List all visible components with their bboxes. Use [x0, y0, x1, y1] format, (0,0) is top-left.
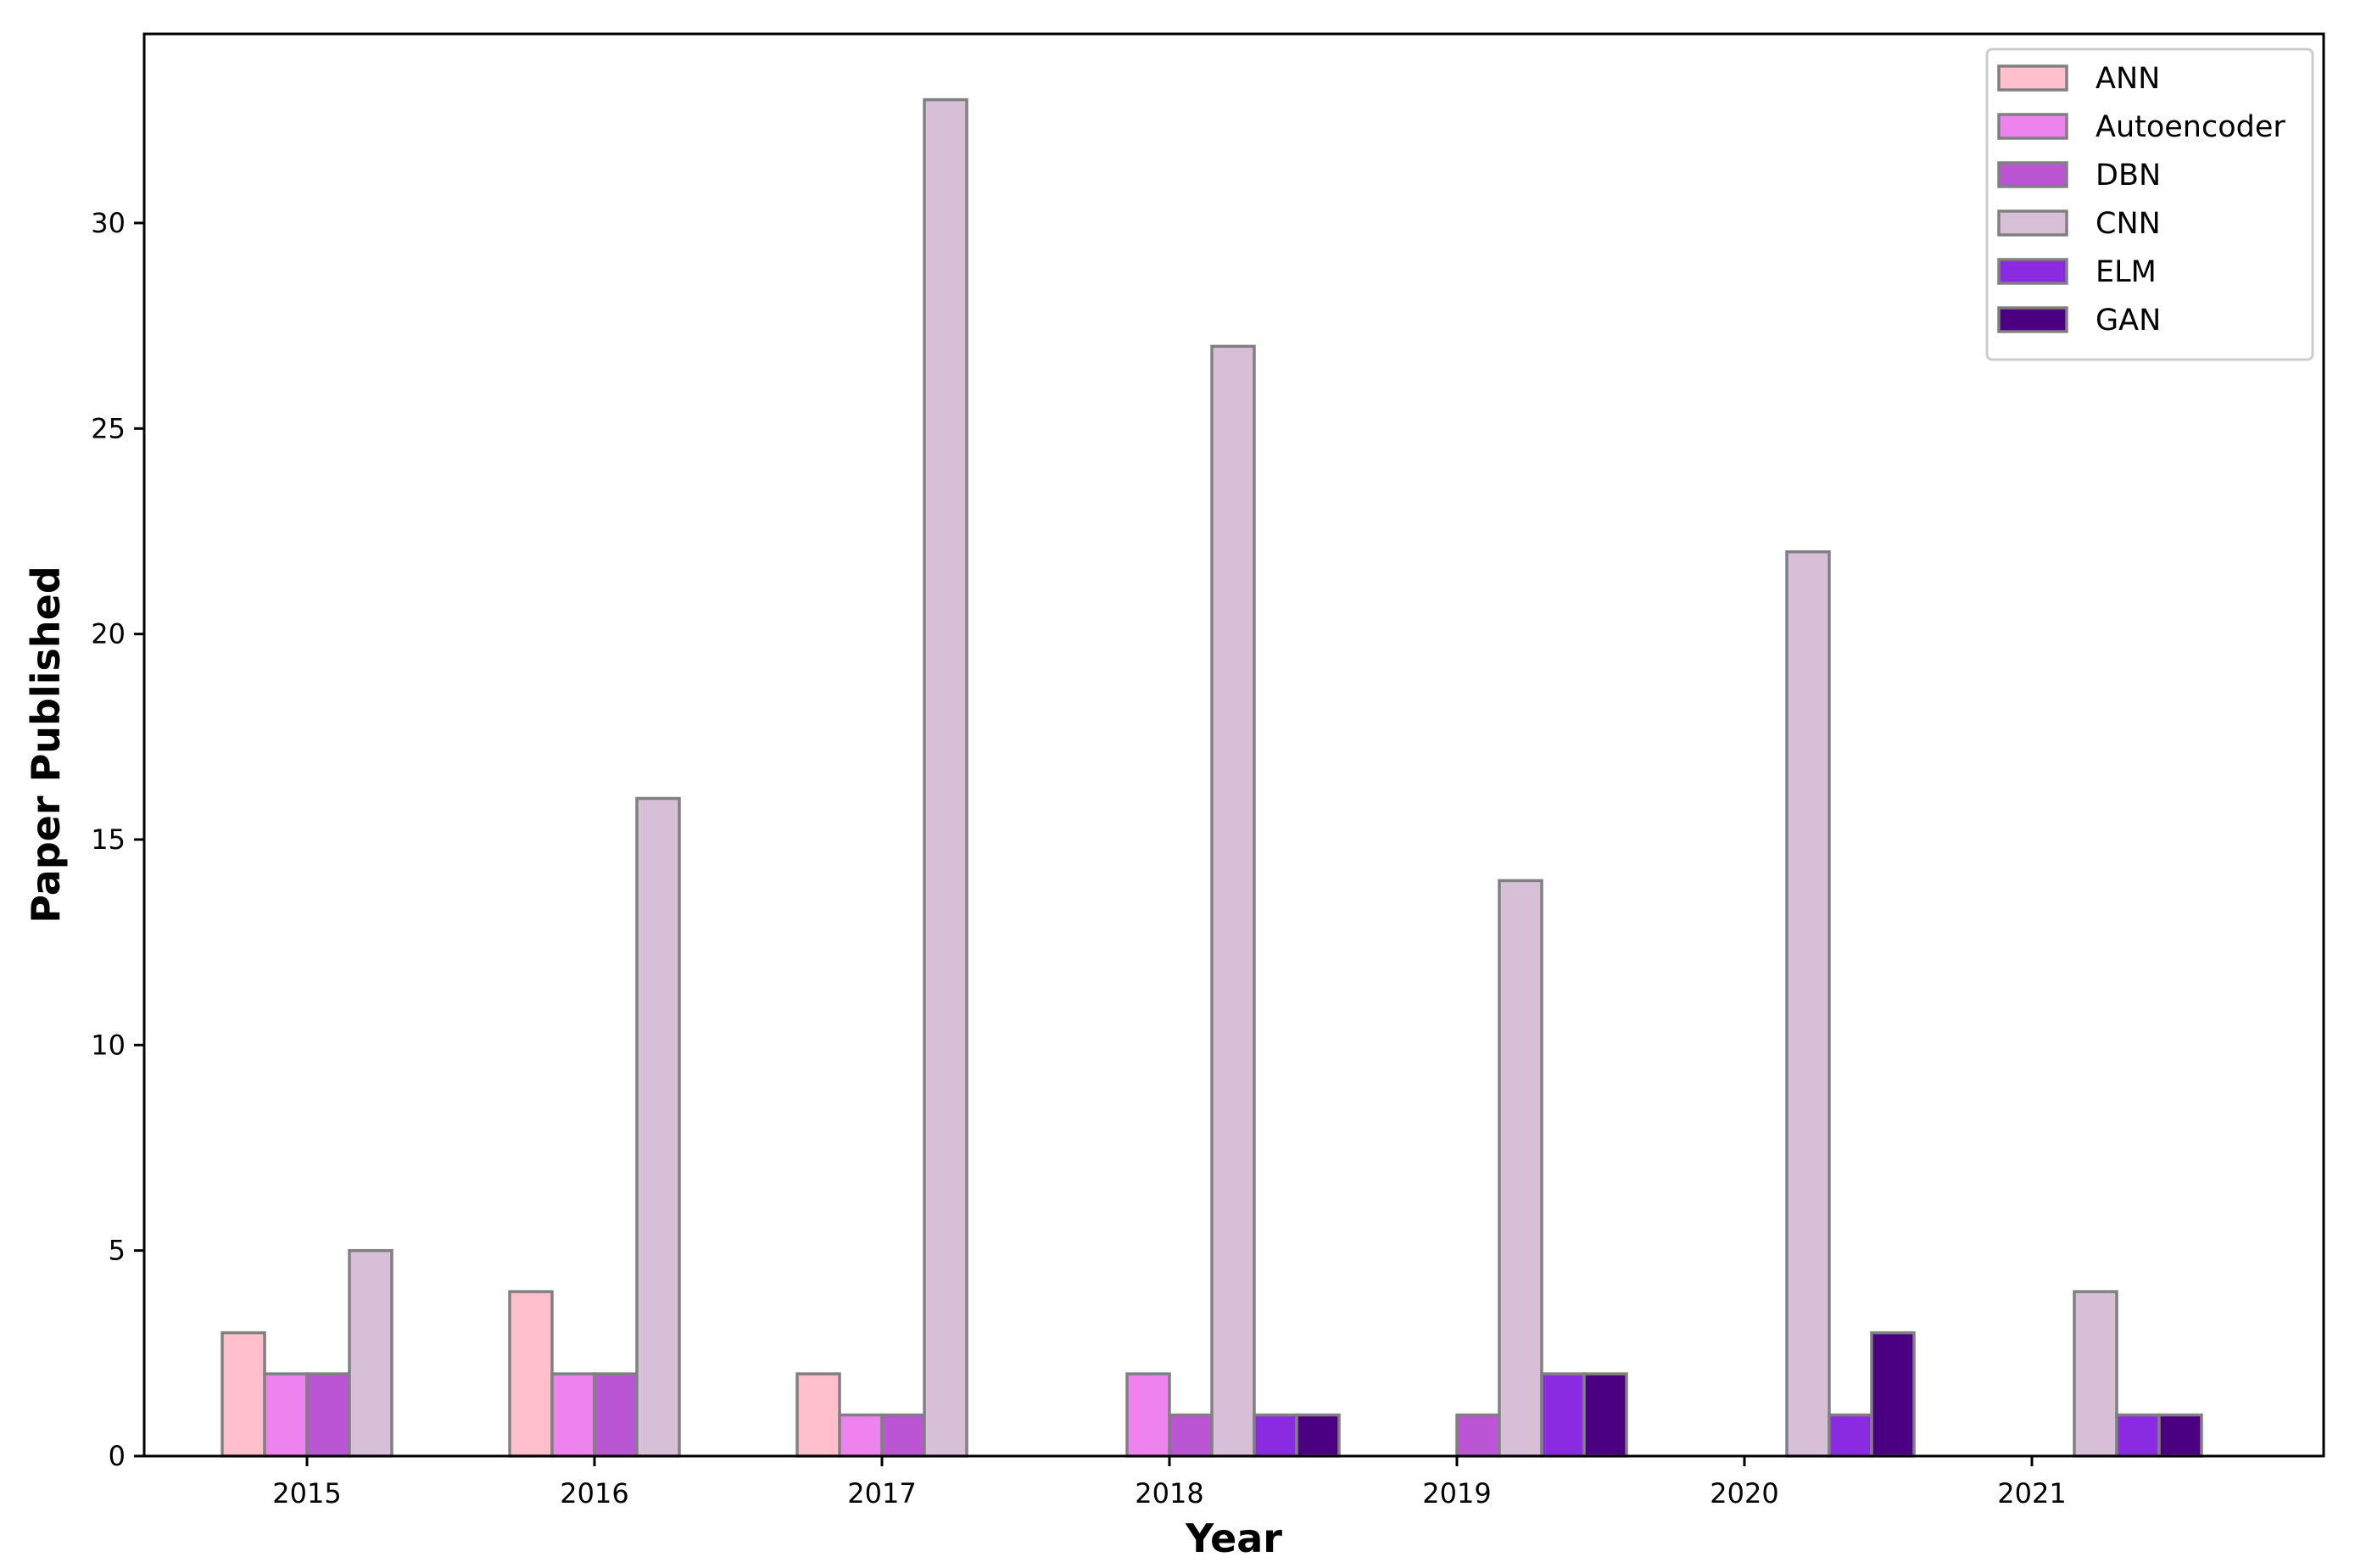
bar-autoencoder-2015 — [263, 1372, 309, 1458]
x-tick-label: 2016 — [560, 1477, 628, 1509]
x-axis-title: Year — [1185, 1515, 1282, 1561]
legend-label-ann: ANN — [2096, 62, 2160, 96]
bar-gan-2018 — [1295, 1413, 1341, 1458]
y-tick-label: 0 — [109, 1440, 126, 1472]
legend-label-autoencoder: Autoencoder — [2096, 110, 2285, 144]
legend: ANN Autoencoder DBN CNN ELM GAN — [1985, 47, 2314, 361]
bar-elm-2021 — [2115, 1413, 2161, 1458]
legend-label-cnn: CNN — [2096, 207, 2161, 241]
y-tick-label: 5 — [109, 1235, 126, 1267]
plot-area-frame — [142, 32, 2325, 1458]
bar-gan-2021 — [2157, 1413, 2203, 1458]
bar-cnn-2015 — [348, 1248, 393, 1458]
y-tick-label: 25 — [91, 412, 126, 444]
bar-autoencoder-2016 — [550, 1372, 596, 1458]
bar-ann-2017 — [795, 1372, 841, 1458]
bars-layer — [220, 98, 2203, 1458]
legend-swatch-autoencoder — [1997, 113, 2068, 140]
bar-dbn-2018 — [1168, 1413, 1214, 1458]
bar-dbn-2019 — [1455, 1413, 1501, 1458]
bar-autoencoder-2017 — [838, 1413, 884, 1458]
bar-cnn-2021 — [2073, 1290, 2118, 1458]
bar-cnn-2016 — [635, 796, 681, 1458]
x-tick-label: 2017 — [847, 1477, 916, 1509]
bar-ann-2016 — [508, 1290, 554, 1458]
legend-swatch-elm — [1997, 258, 2068, 285]
legend-label-gan: GAN — [2096, 304, 2161, 338]
bar-elm-2018 — [1253, 1413, 1298, 1458]
legend-swatch-ann — [1997, 64, 2068, 92]
y-tick-label: 10 — [91, 1029, 126, 1061]
legend-frame — [1985, 47, 2314, 361]
bar-cnn-2017 — [923, 98, 968, 1458]
bar-dbn-2016 — [593, 1372, 639, 1458]
legend-label-elm: ELM — [2096, 255, 2157, 289]
y-tick-label: 30 — [91, 207, 126, 239]
x-tick-label: 2018 — [1135, 1477, 1203, 1509]
x-axis: 2015 2016 2017 2018 2019 2020 2021 — [272, 1456, 2067, 1509]
legend-swatch-gan — [1997, 306, 2068, 333]
legend-label-dbn: DBN — [2096, 159, 2161, 193]
y-tick-label: 20 — [91, 618, 126, 650]
bar-dbn-2015 — [305, 1372, 351, 1458]
bar-gan-2020 — [1870, 1331, 1916, 1458]
bar-cnn-2018 — [1210, 344, 1256, 1458]
bar-autoencoder-2018 — [1125, 1372, 1171, 1458]
legend-swatch-cnn — [1997, 209, 2068, 237]
x-tick-label: 2021 — [1997, 1477, 2066, 1509]
bar-elm-2019 — [1540, 1372, 1586, 1458]
y-axis: 0 5 10 15 20 25 30 — [91, 207, 144, 1472]
y-tick-label: 15 — [91, 823, 126, 856]
legend-swatch-dbn — [1997, 161, 2068, 188]
x-tick-label: 2015 — [272, 1477, 341, 1509]
y-axis-title: Paper Published — [23, 566, 69, 924]
bar-gan-2019 — [1582, 1372, 1628, 1458]
bar-cnn-2020 — [1785, 550, 1831, 1458]
bar-dbn-2017 — [880, 1413, 926, 1458]
bar-elm-2020 — [1828, 1413, 1873, 1458]
x-tick-label: 2020 — [1710, 1477, 1778, 1509]
x-tick-label: 2019 — [1422, 1477, 1491, 1509]
bar-cnn-2019 — [1498, 879, 1543, 1458]
bar-ann-2015 — [220, 1331, 266, 1458]
